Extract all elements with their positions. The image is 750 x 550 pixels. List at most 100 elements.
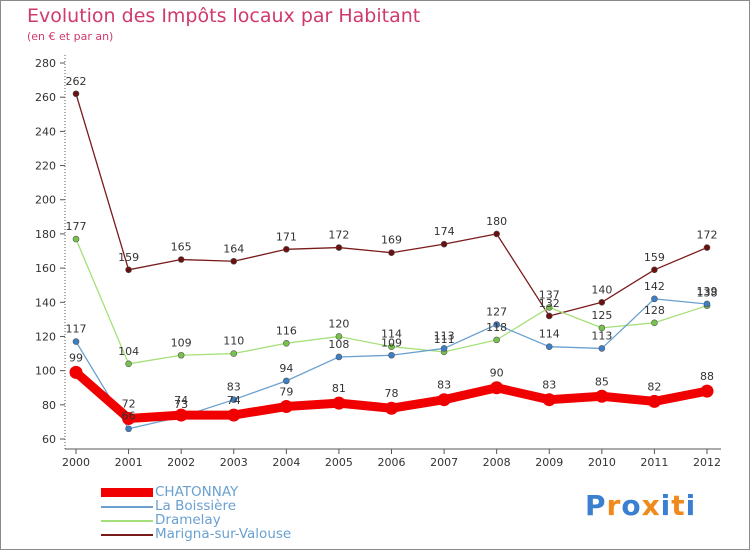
y-tick-label: 260 bbox=[35, 91, 56, 104]
data-label-la-boissiere: 108 bbox=[328, 338, 349, 351]
legend-item-dramelay: Dramelay bbox=[101, 512, 401, 528]
data-point-dramelay bbox=[651, 319, 658, 327]
data-label-marigna-sur-valouse: 140 bbox=[591, 283, 612, 296]
data-point-marigna-sur-valouse bbox=[177, 256, 185, 263]
data-point-chatonnay bbox=[490, 381, 504, 395]
x-tick-label: 2009 bbox=[535, 456, 563, 469]
data-point-marigna-sur-valouse bbox=[440, 240, 448, 248]
data-point-marigna-sur-valouse bbox=[335, 244, 343, 251]
y-tick-label: 120 bbox=[35, 330, 56, 343]
logo-letter: P bbox=[585, 489, 607, 522]
data-label-la-boissiere: 127 bbox=[486, 305, 507, 318]
data-label-chatonnay: 82 bbox=[647, 380, 661, 393]
data-label-la-boissiere: 66 bbox=[122, 410, 136, 423]
data-label-dramelay: 116 bbox=[276, 324, 297, 337]
x-tick-label: 2001 bbox=[115, 456, 143, 469]
data-point-marigna-sur-valouse bbox=[545, 312, 553, 320]
data-label-dramelay: 138 bbox=[697, 287, 718, 300]
data-point-marigna-sur-valouse bbox=[72, 90, 80, 98]
data-point-la-boissiere bbox=[125, 425, 132, 433]
logo-letter: i bbox=[685, 489, 697, 522]
data-label-chatonnay: 83 bbox=[437, 379, 451, 392]
data-label-marigna-sur-valouse: 159 bbox=[644, 251, 665, 264]
data-label-chatonnay: 88 bbox=[700, 370, 714, 383]
data-label-la-boissiere: 73 bbox=[174, 398, 188, 411]
legend-swatch-chatonnay bbox=[101, 488, 153, 497]
data-point-la-boissiere bbox=[388, 351, 395, 359]
data-point-chatonnay bbox=[174, 408, 188, 422]
data-label-dramelay: 111 bbox=[434, 333, 455, 346]
data-point-marigna-sur-valouse bbox=[493, 230, 500, 238]
data-label-la-boissiere: 114 bbox=[539, 328, 560, 341]
y-tick-label: 80 bbox=[42, 399, 56, 412]
data-point-chatonnay bbox=[122, 411, 136, 425]
data-labels: 262 159 165 164 171 172 169 174 180 132 140 159 172 1… bbox=[66, 75, 718, 423]
x-tick-label: 2004 bbox=[272, 456, 300, 469]
data-point-la-boissiere bbox=[598, 345, 606, 352]
axes: 60 80 100 120 140 160 180 200 220 240 260 280 2000 20… bbox=[35, 55, 721, 469]
data-label-dramelay: 125 bbox=[591, 309, 612, 322]
logo-letter: i bbox=[660, 489, 672, 522]
data-point-dramelay bbox=[545, 304, 553, 311]
data-point-chatonnay bbox=[332, 396, 346, 410]
data-label-dramelay: 137 bbox=[539, 288, 560, 301]
data-label-marigna-sur-valouse: 180 bbox=[486, 215, 507, 228]
data-point-la-boissiere bbox=[72, 338, 80, 345]
data-label-dramelay: 110 bbox=[223, 335, 244, 348]
data-point-la-boissiere bbox=[651, 295, 658, 303]
legend-label-marigna-sur-valouse: Marigna-sur-Valouse bbox=[155, 526, 292, 542]
x-tick-label: 2011 bbox=[640, 456, 668, 469]
legend-label-chatonnay: CHATONNAY bbox=[155, 484, 239, 500]
data-label-chatonnay: 74 bbox=[227, 394, 241, 407]
series-layer bbox=[69, 90, 714, 433]
data-label-chatonnay: 81 bbox=[332, 382, 346, 395]
data-point-la-boissiere bbox=[335, 353, 343, 361]
data-point-marigna-sur-valouse bbox=[703, 244, 711, 251]
y-tick-label: 240 bbox=[35, 125, 56, 138]
data-point-chatonnay bbox=[69, 365, 83, 379]
data-label-chatonnay: 90 bbox=[490, 367, 504, 380]
proxiti-logo: Proxiti bbox=[585, 489, 696, 522]
data-label-la-boissiere: 139 bbox=[697, 285, 718, 298]
data-label-la-boissiere: 83 bbox=[227, 381, 241, 394]
data-point-chatonnay bbox=[595, 389, 609, 403]
data-label-la-boissiere: 109 bbox=[381, 336, 402, 349]
data-label-marigna-sur-valouse: 169 bbox=[381, 234, 402, 247]
data-label-chatonnay: 99 bbox=[69, 351, 83, 364]
legend: CHATONNAY La Boissière Dramelay Marigna-… bbox=[101, 484, 401, 542]
data-label-chatonnay: 72 bbox=[122, 397, 136, 410]
data-label-dramelay: 120 bbox=[328, 317, 349, 330]
data-label-chatonnay: 85 bbox=[595, 375, 609, 388]
x-tick-label: 2010 bbox=[588, 456, 616, 469]
x-tick-label: 2012 bbox=[693, 456, 721, 469]
data-point-la-boissiere bbox=[230, 396, 238, 403]
data-point-marigna-sur-valouse bbox=[598, 298, 606, 306]
data-label-chatonnay: 74 bbox=[174, 394, 188, 407]
data-label-marigna-sur-valouse: 172 bbox=[328, 229, 349, 242]
x-tick-label: 2005 bbox=[325, 456, 353, 469]
data-point-marigna-sur-valouse bbox=[388, 249, 395, 257]
legend-item-marigna-sur-valouse: Marigna-sur-Valouse bbox=[101, 526, 401, 542]
y-tick-label: 200 bbox=[35, 194, 56, 207]
data-point-chatonnay bbox=[279, 400, 293, 414]
data-label-marigna-sur-valouse: 132 bbox=[539, 297, 560, 310]
legend-item-la-boissiere: La Boissière bbox=[101, 498, 401, 514]
data-label-la-boissiere: 142 bbox=[644, 280, 665, 293]
y-tick-label: 280 bbox=[35, 57, 56, 70]
data-point-la-boissiere bbox=[440, 345, 448, 352]
data-point-chatonnay bbox=[700, 384, 714, 398]
chart-subtitle: (en € et par an) bbox=[27, 30, 114, 43]
logo-letter: x bbox=[641, 489, 661, 522]
data-label-marigna-sur-valouse: 174 bbox=[434, 225, 455, 238]
x-tick-label: 2002 bbox=[167, 456, 195, 469]
data-point-chatonnay bbox=[647, 394, 661, 408]
data-point-marigna-sur-valouse bbox=[125, 266, 132, 274]
data-point-chatonnay bbox=[385, 401, 398, 415]
x-tick-label: 2003 bbox=[220, 456, 248, 469]
data-point-la-boissiere bbox=[493, 321, 500, 328]
legend-swatch-marigna-sur-valouse bbox=[101, 534, 153, 536]
legend-label-la-boissiere: La Boissière bbox=[155, 498, 237, 514]
data-point-dramelay bbox=[598, 324, 606, 332]
y-tick-label: 100 bbox=[35, 365, 56, 378]
